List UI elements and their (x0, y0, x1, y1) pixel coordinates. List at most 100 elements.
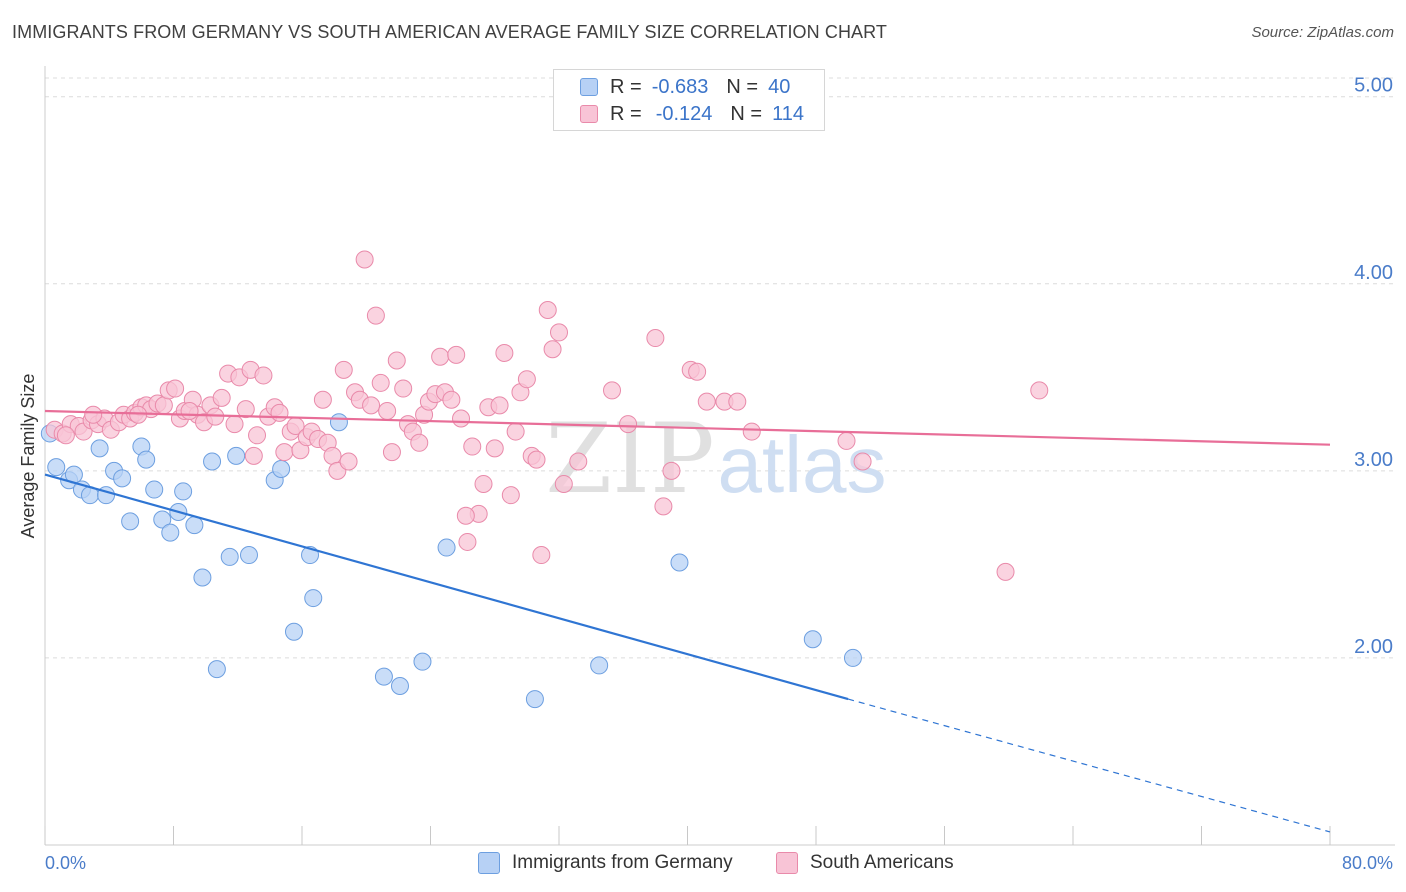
data-point (670, 553, 689, 572)
data-point (1030, 381, 1049, 400)
points-layer (40, 250, 1049, 709)
data-point (543, 340, 562, 359)
data-point (270, 403, 289, 422)
data-point (394, 379, 413, 398)
data-point (207, 660, 226, 679)
data-point (413, 652, 432, 671)
series-germany (40, 413, 862, 709)
data-point (180, 401, 199, 420)
data-point (153, 510, 172, 529)
data-point (161, 523, 180, 542)
data-point (47, 458, 66, 477)
data-point (485, 439, 504, 458)
data-point (371, 373, 390, 392)
data-point (212, 388, 231, 407)
data-point (527, 450, 546, 469)
r-label: R = (610, 75, 642, 98)
data-point (742, 422, 761, 441)
data-point (803, 630, 822, 649)
correlation-legend: R = -0.683 N = 40 R = -0.124 N = 114 (553, 69, 825, 131)
data-point (84, 405, 103, 424)
data-point (662, 461, 681, 480)
data-point (843, 648, 862, 667)
south-americans-legend-swatch (776, 852, 798, 874)
data-point (334, 360, 353, 379)
trend-lines (44, 409, 1331, 833)
data-point (339, 452, 358, 471)
x-tick-label-min: 0.0% (45, 853, 86, 873)
y-tick-label: 4.00 (1354, 262, 1393, 284)
data-point (646, 329, 665, 348)
data-point (329, 413, 348, 432)
germany-legend-swatch (478, 852, 500, 874)
trend-line-germany (44, 473, 849, 701)
data-point (387, 351, 406, 370)
data-point (284, 622, 303, 641)
data-point (248, 426, 267, 445)
data-point (203, 452, 222, 471)
data-point (323, 446, 342, 465)
data-point (313, 390, 332, 409)
data-point (304, 589, 323, 608)
south-americans-r-value: -0.124 (655, 102, 713, 125)
data-point (603, 381, 622, 400)
data-point (145, 480, 164, 499)
data-point (837, 431, 856, 450)
data-point (474, 474, 493, 493)
data-point (554, 474, 573, 493)
y-axis-label: Average Family Size (18, 374, 38, 539)
data-point (225, 415, 244, 434)
data-point (506, 422, 525, 441)
data-point (501, 486, 520, 505)
data-point (166, 379, 185, 398)
source-label: Source: ZipAtlas.com (1251, 24, 1394, 41)
data-point (362, 396, 381, 415)
data-point (129, 405, 148, 424)
data-point (697, 392, 716, 411)
data-point (220, 547, 239, 566)
data-point (410, 433, 429, 452)
data-point (374, 667, 393, 686)
data-point (456, 506, 475, 525)
y-tick-labels: 2.00 3.00 4.00 5.00 (1354, 75, 1393, 658)
data-point (525, 690, 544, 709)
data-point (619, 415, 638, 434)
data-point (996, 562, 1015, 581)
south-americans-swatch (580, 105, 598, 123)
r-label: R = (610, 102, 642, 125)
watermark: ZIP atlas (545, 403, 886, 515)
data-point (174, 482, 193, 501)
data-point (532, 546, 551, 565)
n-label: N = (726, 75, 759, 98)
data-point (654, 497, 673, 516)
germany-legend-label: Immigrants from Germany (512, 852, 733, 873)
data-point (590, 656, 609, 675)
data-point (113, 469, 132, 488)
trend-line-south-americans (44, 409, 1331, 446)
data-point (239, 546, 258, 565)
data-point (227, 446, 246, 465)
legend-item-south-americans[interactable]: South Americans (776, 852, 954, 874)
trend-line-germany-extension (847, 698, 1331, 833)
axes (44, 66, 1395, 846)
germany-n-value: 40 (768, 75, 791, 98)
data-point (355, 250, 374, 269)
chart-title: IMMIGRANTS FROM GERMANY VS SOUTH AMERICA… (12, 22, 888, 42)
data-point (463, 437, 482, 456)
germany-swatch (580, 78, 598, 96)
data-point (390, 676, 409, 695)
data-point (137, 450, 156, 469)
data-point (382, 443, 401, 462)
y-tick-label: 3.00 (1354, 449, 1393, 471)
series-south-americans (45, 250, 1049, 581)
data-point (452, 409, 471, 428)
data-point (569, 452, 588, 471)
south-americans-n-value: 114 (772, 102, 804, 125)
x-tick-labels: 0.0% 80.0% (45, 853, 1393, 873)
legend-row-south-americans: R = -0.124 N = 114 (580, 101, 804, 127)
data-point (244, 446, 263, 465)
series-legend: Immigrants from Germany South Americans (0, 852, 1406, 878)
data-point (90, 439, 109, 458)
legend-item-germany[interactable]: Immigrants from Germany (478, 852, 733, 874)
